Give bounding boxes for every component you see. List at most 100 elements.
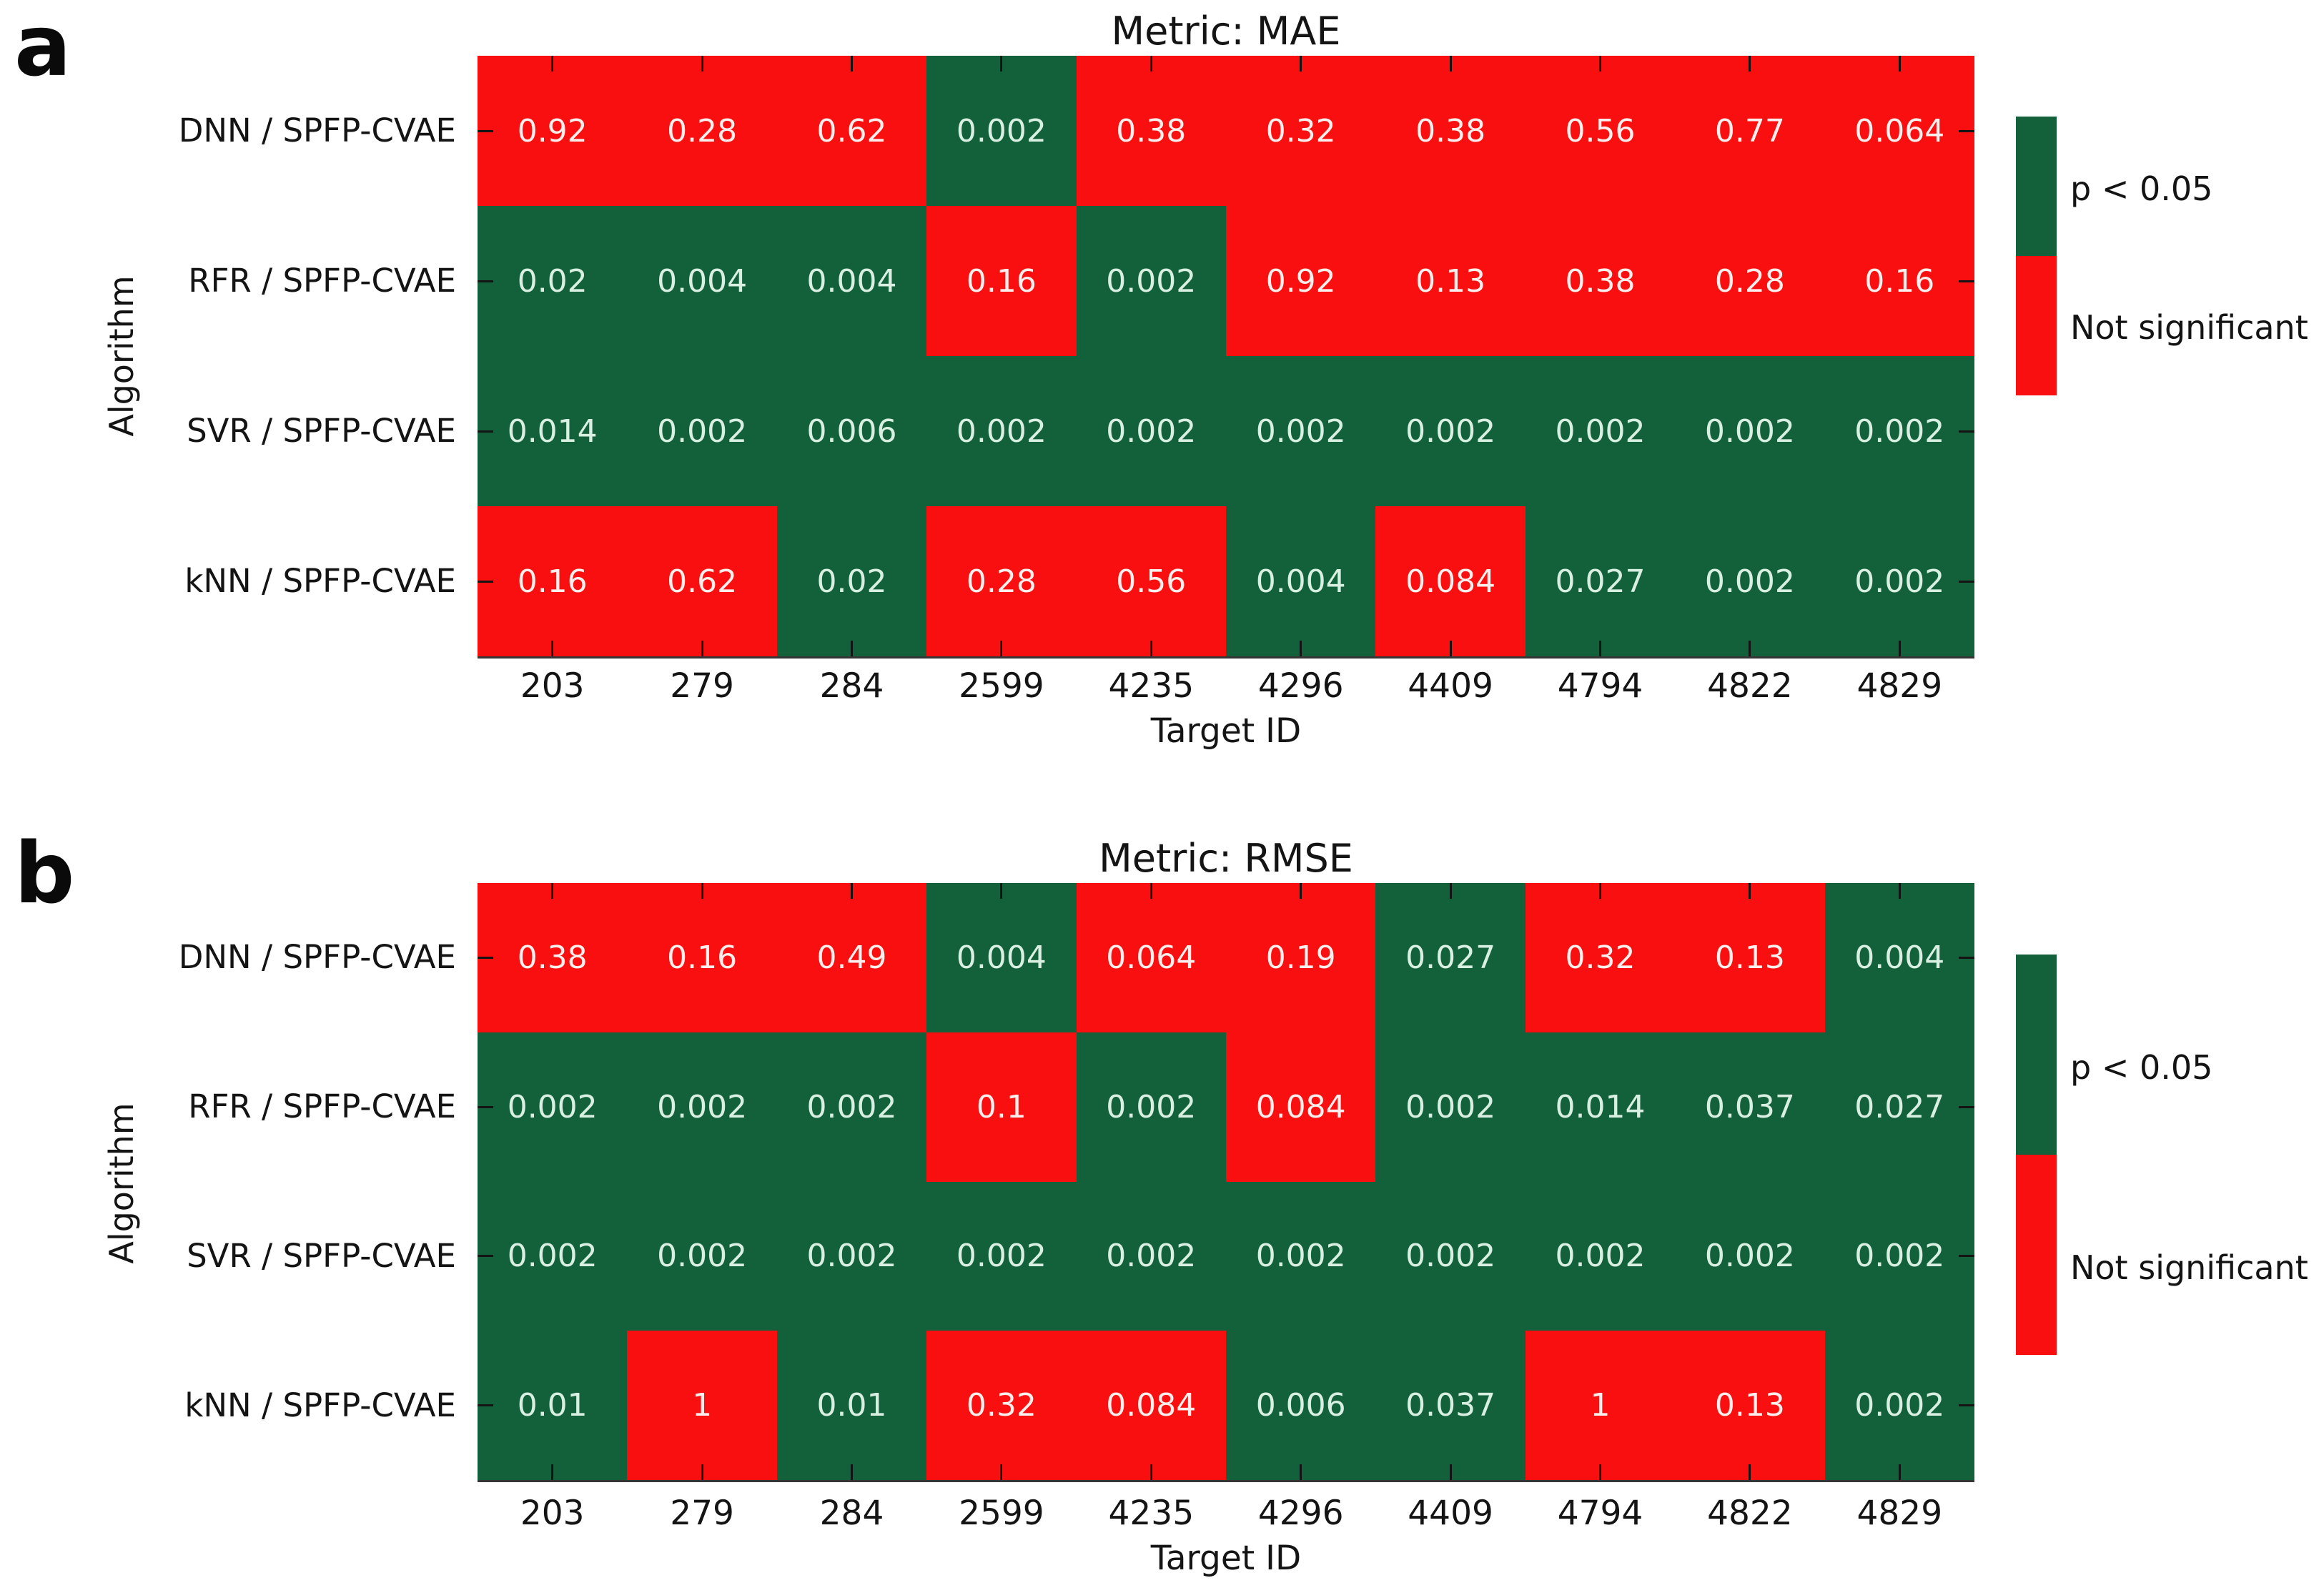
tick-mark [478,1404,493,1407]
tick-mark [851,641,853,656]
heatmap-cell: 0.002 [1076,356,1226,506]
heatmap-cell: 0.002 [1225,1181,1376,1331]
heatmap-cell: 0.014 [478,356,628,506]
heatmap-cell: 0.16 [627,883,777,1032]
heatmap-cell: 0.002 [627,1181,777,1331]
panel-mae: a Metric: MAE Algorithm DNN / SPFP-CVAE R… [0,0,2324,827]
tick-mark [478,580,493,583]
tick-mark [551,56,554,71]
tick-mark [1959,580,1974,583]
tick-mark [1599,1464,1601,1480]
tick-mark [1898,1464,1901,1480]
tick-mark [1449,1464,1452,1480]
heatmap-cell: 0.1 [926,1032,1077,1182]
heatmap-cell: 0.084 [1225,1032,1376,1182]
tick-mark [1300,56,1302,71]
colorbar [2016,117,2057,395]
heatmap-cell: 0.002 [1076,206,1226,356]
x-tick-label: 4829 [1856,1494,1943,1533]
y-tick-labels: DNN / SPFP-CVAE RFR / SPFP-CVAE SVR / SPFP… [0,0,466,827]
legend-label-significant: p < 0.05 [2070,1048,2213,1087]
heatmap-cell: 0.002 [478,1181,628,1331]
tick-mark [1959,956,1974,959]
heatmap-cell: 0.064 [1824,56,1974,206]
tick-mark [851,1464,853,1480]
tick-mark [1149,1464,1152,1480]
heatmap-cell: 0.014 [1525,1032,1676,1182]
heatmap-cell: 0.002 [1225,356,1376,506]
x-tick-label: 2599 [959,666,1044,706]
tick-mark [851,56,853,71]
heatmap-plot: 0.38 0.16 0.49 0.004 0.064 0.19 0.027 0.32 0.13 0… [478,883,1974,1482]
heatmap-cell: 0.002 [1375,356,1526,506]
y-tick-label: RFR / SPFP-CVAE [188,262,456,300]
tick-mark [701,883,703,899]
legend-label-significant: p < 0.05 [2070,169,2213,208]
x-tick-label: 4409 [1408,1494,1493,1533]
tick-mark [701,1464,703,1480]
colorbar-not-significant-segment [2016,256,2057,395]
heatmap-cell: 0.02 [478,206,628,356]
tick-mark [701,56,703,71]
heatmap-cell: 0.32 [1225,56,1376,206]
heatmap-cell: 0.92 [1225,206,1376,356]
tick-mark [701,641,703,656]
heatmap-cell: 0.002 [1076,1032,1226,1182]
y-tick-labels: DNN / SPFP-CVAE RFR / SPFP-CVAE SVR / SPFP… [0,827,466,1588]
x-tick-label: 4829 [1856,666,1943,706]
heatmap-cell: 0.19 [1225,883,1376,1032]
heatmap-cell: 0.38 [1375,56,1526,206]
x-tick-label: 4235 [1108,666,1195,706]
tick-mark [1749,1464,1751,1480]
heatmap-cell: 0.16 [926,206,1077,356]
legend-label-not-significant: Not significant [2070,308,2308,347]
x-tick-label: 279 [670,1494,734,1533]
tick-mark [1898,883,1901,899]
tick-mark [1300,883,1302,899]
heatmap-cell: 0.006 [776,356,927,506]
tick-mark [1959,1404,1974,1407]
heatmap-cell: 0.38 [1525,206,1676,356]
heatmap-cell: 0.38 [478,883,628,1032]
x-tick-label: 4409 [1408,666,1493,706]
heatmap-cell: 0.037 [1375,1331,1526,1480]
tick-mark [1149,883,1152,899]
tick-mark [1449,883,1452,899]
heatmap-cell: 0.002 [926,56,1077,206]
tick-mark [478,956,493,959]
heatmap-cell: 0.002 [1824,1181,1974,1331]
heatmap-cell: 0.32 [1525,883,1676,1032]
colorbar-significant-segment [2016,955,2057,1155]
heatmap-cell: 0.16 [478,506,628,656]
heatmap-cell: 0.002 [1525,1181,1676,1331]
x-tick-labels: 203 279 284 2599 4235 4296 4409 4794 4822 4829 [0,666,2324,709]
x-tick-label: 4235 [1108,1494,1195,1533]
heatmap-cell: 0.002 [776,1032,927,1182]
x-tick-label: 4822 [1707,1494,1793,1533]
tick-mark [1149,641,1152,656]
tick-mark [551,641,554,656]
y-tick-label: kNN / SPFP-CVAE [184,562,456,600]
tick-mark [1449,56,1452,71]
tick-mark [1959,430,1974,433]
panel-letter-b: b [14,824,75,922]
heatmap-cell: 0.002 [1675,506,1825,656]
heatmap-cell: 0.28 [1675,206,1825,356]
colorbar [2016,955,2057,1355]
heatmap-cell: 0.004 [776,206,927,356]
tick-mark [1959,1105,1974,1108]
heatmap-cell: 0.002 [1824,1331,1974,1480]
tick-mark [1000,56,1003,71]
heatmap-cell: 0.002 [1525,356,1676,506]
x-tick-label: 4296 [1257,666,1344,706]
chart-title-mae: Metric: MAE [1111,9,1341,54]
heatmap-cell: 0.002 [1675,356,1825,506]
heatmap-cell: 0.13 [1375,206,1526,356]
tick-mark [1599,883,1601,899]
tick-mark [478,430,493,433]
tick-mark [1599,56,1601,71]
tick-mark [1149,56,1152,71]
heatmap-cell: 0.28 [926,506,1077,656]
heatmap-cell: 0.027 [1525,506,1676,656]
heatmap-cell: 0.004 [1824,883,1974,1032]
